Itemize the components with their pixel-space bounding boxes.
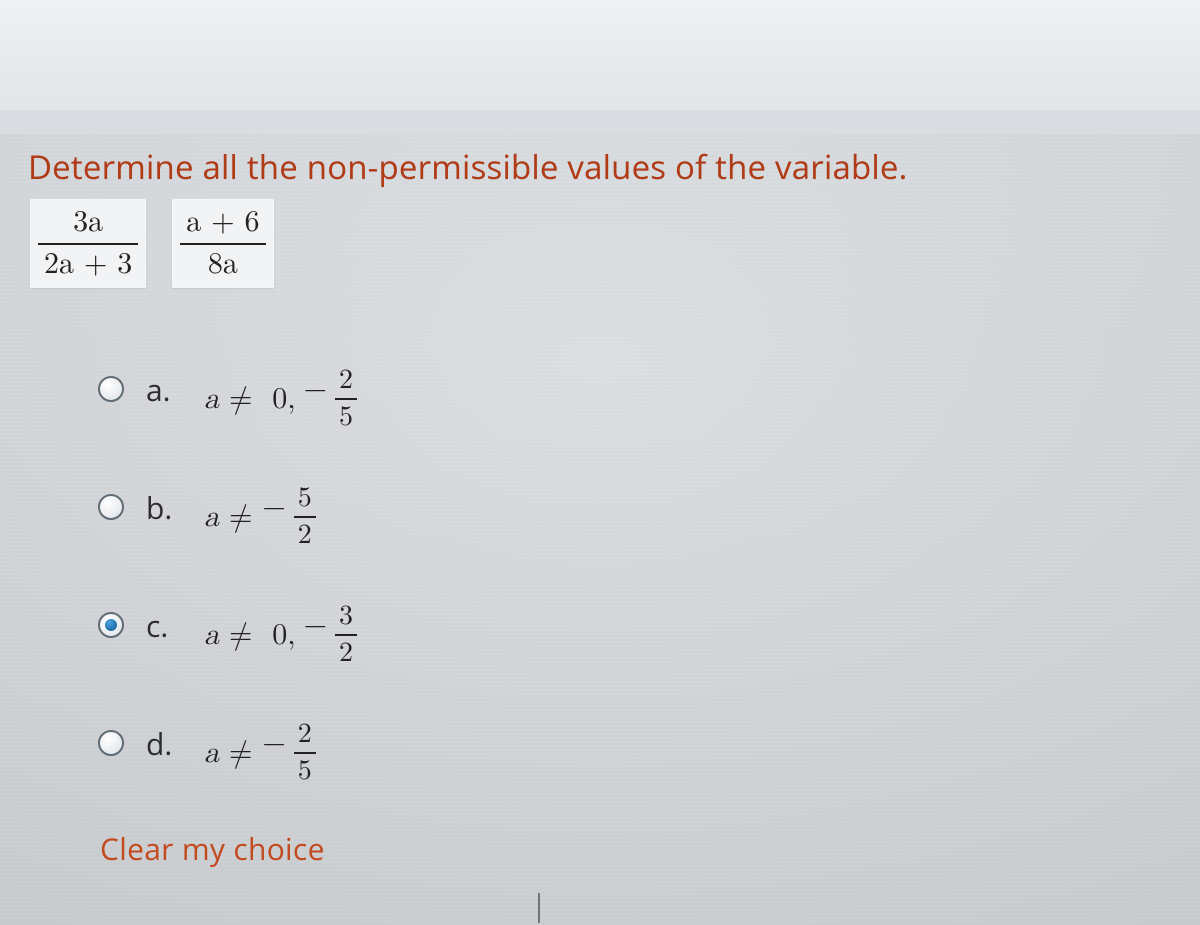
question-expression: 3a 2a + 3 a + 6 8a: [30, 199, 1174, 288]
option-a-value: a≠ 0, − 2 5: [204, 366, 359, 433]
radio-b[interactable]: [98, 494, 124, 520]
term1-denominator: 2a + 3: [34, 249, 142, 281]
radio-d[interactable]: [98, 730, 124, 756]
expression-term-2: a + 6 8a: [172, 199, 273, 288]
radio-a[interactable]: [98, 376, 124, 402]
option-c[interactable]: c. a≠ 0, − 3 2: [98, 566, 1174, 684]
radio-c[interactable]: [98, 612, 124, 638]
term2-denominator: 8a: [198, 249, 248, 281]
expression-term-1: 3a 2a + 3: [30, 199, 146, 288]
question-page: Determine all the non-permissible values…: [0, 0, 1200, 869]
option-d-value: a≠ − 2 5: [204, 720, 318, 787]
option-b[interactable]: b. a≠ − 5 2: [98, 448, 1174, 566]
option-d[interactable]: d. a≠ − 2 5: [98, 684, 1174, 802]
option-b-value: a≠ − 5 2: [204, 484, 318, 551]
option-a-label: a.: [146, 369, 182, 410]
answer-options: a. a≠ 0, − 2 5 b. a≠ −: [98, 330, 1174, 802]
option-c-label: c.: [146, 605, 182, 646]
clear-choice-link[interactable]: Clear my choice: [100, 828, 1174, 869]
term1-numerator: 3a: [63, 207, 113, 239]
option-d-label: d.: [146, 723, 182, 764]
text-caret-artifact: [538, 893, 540, 923]
term2-numerator: a + 6: [176, 207, 269, 239]
option-c-value: a≠ 0, − 3 2: [204, 602, 359, 669]
option-a[interactable]: a. a≠ 0, − 2 5: [98, 330, 1174, 448]
option-b-label: b.: [146, 487, 182, 528]
question-prompt: Determine all the non-permissible values…: [28, 144, 1174, 189]
